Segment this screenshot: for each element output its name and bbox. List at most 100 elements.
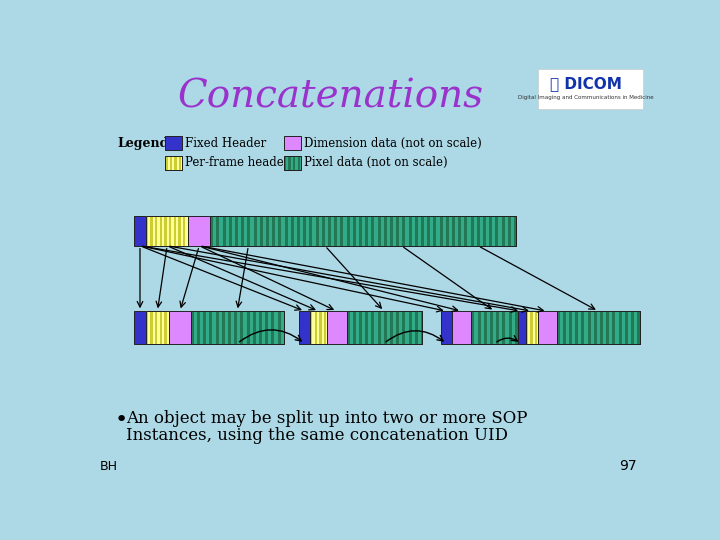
Bar [179, 156, 181, 170]
Bar [188, 217, 189, 246]
Bar [297, 156, 300, 170]
Bar [538, 69, 642, 109]
Bar [234, 311, 238, 343]
Bar [284, 156, 286, 170]
Bar [483, 217, 486, 246]
Bar [588, 311, 590, 343]
Bar [284, 156, 301, 170]
Bar [390, 217, 393, 246]
Bar [222, 217, 225, 246]
Bar [508, 311, 512, 343]
Bar [526, 311, 538, 343]
Bar [472, 311, 518, 343]
Bar [346, 311, 422, 343]
Text: An object may be split up into two or more SOP: An object may be split up into two or mo… [126, 410, 527, 427]
Bar [359, 217, 362, 246]
Bar [253, 311, 256, 343]
Text: Digital Imaging and Communications in Medicine: Digital Imaging and Communications in Me… [518, 94, 654, 100]
Bar [508, 217, 510, 246]
Bar [259, 311, 262, 343]
Bar [293, 156, 295, 170]
Bar [297, 217, 300, 246]
Bar [165, 156, 182, 170]
Bar [490, 311, 493, 343]
Bar [353, 217, 356, 246]
Bar [569, 311, 572, 343]
Bar [160, 217, 162, 246]
Bar [260, 217, 263, 246]
Bar [502, 217, 505, 246]
Bar [353, 311, 356, 343]
Bar [310, 217, 312, 246]
Bar [390, 311, 393, 343]
Bar [174, 217, 176, 246]
Bar [452, 311, 472, 343]
Bar [155, 311, 158, 343]
Bar [402, 311, 405, 343]
Bar [458, 217, 462, 246]
Bar [310, 311, 327, 343]
Bar [248, 217, 251, 246]
Bar [421, 311, 422, 343]
Bar [300, 311, 310, 343]
Bar [334, 217, 337, 246]
Bar [384, 217, 387, 246]
Bar [266, 217, 269, 246]
Bar [191, 311, 194, 343]
Bar [272, 217, 275, 246]
Bar [441, 311, 452, 343]
Bar [612, 311, 616, 343]
Bar [310, 311, 312, 343]
Bar [169, 311, 191, 343]
Bar [145, 217, 148, 246]
Text: Legend:: Legend: [117, 137, 173, 150]
Bar [277, 311, 281, 343]
Bar [526, 311, 528, 343]
Bar [341, 217, 343, 246]
Text: Pixel data (not on scale): Pixel data (not on scale) [304, 156, 448, 169]
Text: BH: BH [99, 460, 117, 473]
Bar [145, 311, 169, 343]
Bar [489, 217, 492, 246]
Bar [165, 156, 168, 170]
Bar [165, 156, 182, 170]
Bar [372, 217, 374, 246]
Text: Per-frame header: Per-frame header [185, 156, 289, 169]
Bar [557, 311, 640, 343]
Bar [246, 311, 250, 343]
Bar [229, 217, 232, 246]
Bar [396, 311, 399, 343]
Text: •: • [114, 410, 128, 430]
Bar [496, 311, 499, 343]
Bar [515, 311, 518, 343]
Bar [359, 311, 362, 343]
Text: Instances, using the same concatenation UID: Instances, using the same concatenation … [126, 427, 508, 444]
Bar [530, 311, 533, 343]
Bar [365, 217, 368, 246]
Bar [203, 311, 206, 343]
Bar [472, 311, 474, 343]
Bar [439, 217, 443, 246]
Bar [471, 217, 474, 246]
Bar [145, 217, 189, 246]
Bar [134, 217, 145, 246]
Text: Fixed Header: Fixed Header [185, 137, 266, 150]
Bar [526, 311, 538, 343]
Bar [284, 137, 301, 150]
Bar [408, 217, 412, 246]
Bar [215, 311, 219, 343]
Bar [384, 311, 387, 343]
Bar [346, 217, 350, 246]
Bar [228, 311, 231, 343]
Bar [618, 311, 621, 343]
Bar [637, 311, 640, 343]
Text: Dimension data (not on scale): Dimension data (not on scale) [304, 137, 482, 150]
Bar [514, 217, 516, 246]
Bar [557, 311, 640, 343]
Bar [377, 217, 381, 246]
Bar [271, 311, 274, 343]
Bar [291, 217, 294, 246]
Bar [160, 311, 162, 343]
Bar [216, 217, 220, 246]
Bar [452, 217, 455, 246]
